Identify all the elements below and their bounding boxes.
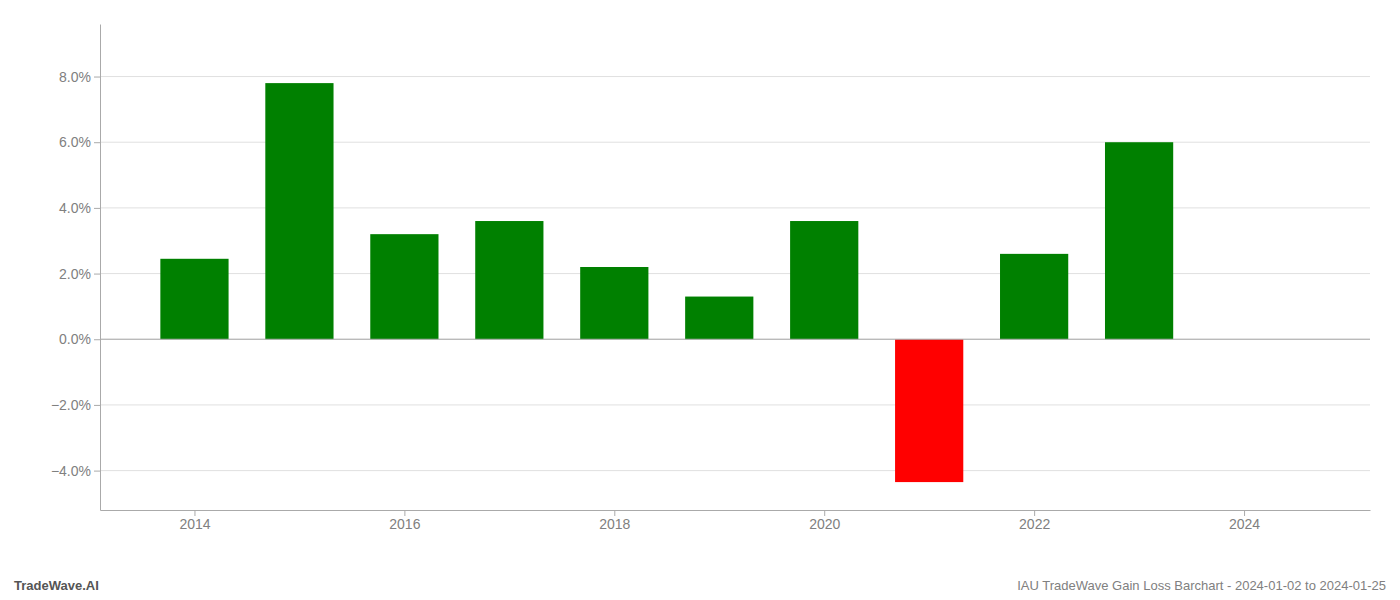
tick: 2022 bbox=[1019, 510, 1050, 532]
tick: 2014 bbox=[179, 510, 210, 532]
axis-line bbox=[101, 510, 1371, 511]
tick-label: 8.0% bbox=[59, 69, 91, 85]
tick: 2020 bbox=[809, 510, 840, 532]
grid-line bbox=[100, 339, 1370, 340]
tick-label: 2016 bbox=[389, 516, 420, 532]
footer-right: IAU TradeWave Gain Loss Barchart - 2024-… bbox=[1017, 578, 1386, 593]
bar bbox=[265, 83, 333, 339]
tick: 2024 bbox=[1229, 510, 1260, 532]
tick-mark bbox=[94, 471, 100, 472]
bar bbox=[895, 339, 963, 482]
axis-line bbox=[100, 25, 101, 511]
tick-label: 4.0% bbox=[59, 200, 91, 216]
grid-line bbox=[100, 404, 1370, 405]
tick: 2018 bbox=[599, 510, 630, 532]
tick-label: 2018 bbox=[599, 516, 630, 532]
tick-label: 6.0% bbox=[59, 134, 91, 150]
x-axis: 2014 2016 2018 2020 2022 2024 bbox=[101, 510, 1371, 532]
tick-label: 2024 bbox=[1229, 516, 1260, 532]
bar bbox=[790, 221, 858, 339]
bar bbox=[1000, 254, 1068, 339]
tick: 6.0% bbox=[59, 134, 100, 150]
tick-label: 2020 bbox=[809, 516, 840, 532]
bar bbox=[370, 234, 438, 339]
tick-label: 2022 bbox=[1019, 516, 1050, 532]
tick-label: 2.0% bbox=[59, 266, 91, 282]
tick: 2.0% bbox=[59, 266, 100, 282]
tick-label: −4.0% bbox=[51, 463, 91, 479]
y-axis: −4.0% −2.0% 0.0% 2.0% 4.0% 6.0% 8.0% bbox=[51, 25, 101, 511]
zero-line bbox=[100, 339, 1370, 340]
bars bbox=[160, 83, 1173, 482]
bar bbox=[1105, 142, 1173, 339]
grid bbox=[100, 77, 1370, 471]
tick: 8.0% bbox=[59, 69, 100, 85]
bar bbox=[685, 297, 753, 340]
tick: 2016 bbox=[389, 510, 420, 532]
tick-mark bbox=[94, 142, 100, 143]
tick: −2.0% bbox=[51, 397, 100, 413]
tick-label: 0.0% bbox=[59, 331, 91, 347]
grid-line bbox=[100, 76, 1370, 77]
bar bbox=[475, 221, 543, 339]
tick-mark bbox=[94, 339, 100, 340]
grid-line bbox=[100, 470, 1370, 471]
tick-mark bbox=[94, 274, 100, 275]
tick-label: −2.0% bbox=[51, 397, 91, 413]
tick-label: 2014 bbox=[179, 516, 210, 532]
chart: −4.0%−2.0%0.0%2.0%4.0%6.0%8.0%2014201620… bbox=[0, 0, 1400, 600]
tick: −4.0% bbox=[51, 463, 100, 479]
tick-mark bbox=[94, 405, 100, 406]
plot: −4.0%−2.0%0.0%2.0%4.0%6.0%8.0%2014201620… bbox=[51, 25, 1371, 532]
tick-mark bbox=[94, 208, 100, 209]
bar bbox=[160, 259, 228, 339]
footer-left: TradeWave.AI bbox=[14, 578, 99, 593]
tick: 4.0% bbox=[59, 200, 100, 216]
bar bbox=[580, 267, 648, 339]
tick: 0.0% bbox=[59, 331, 100, 347]
tick-mark bbox=[94, 77, 100, 78]
